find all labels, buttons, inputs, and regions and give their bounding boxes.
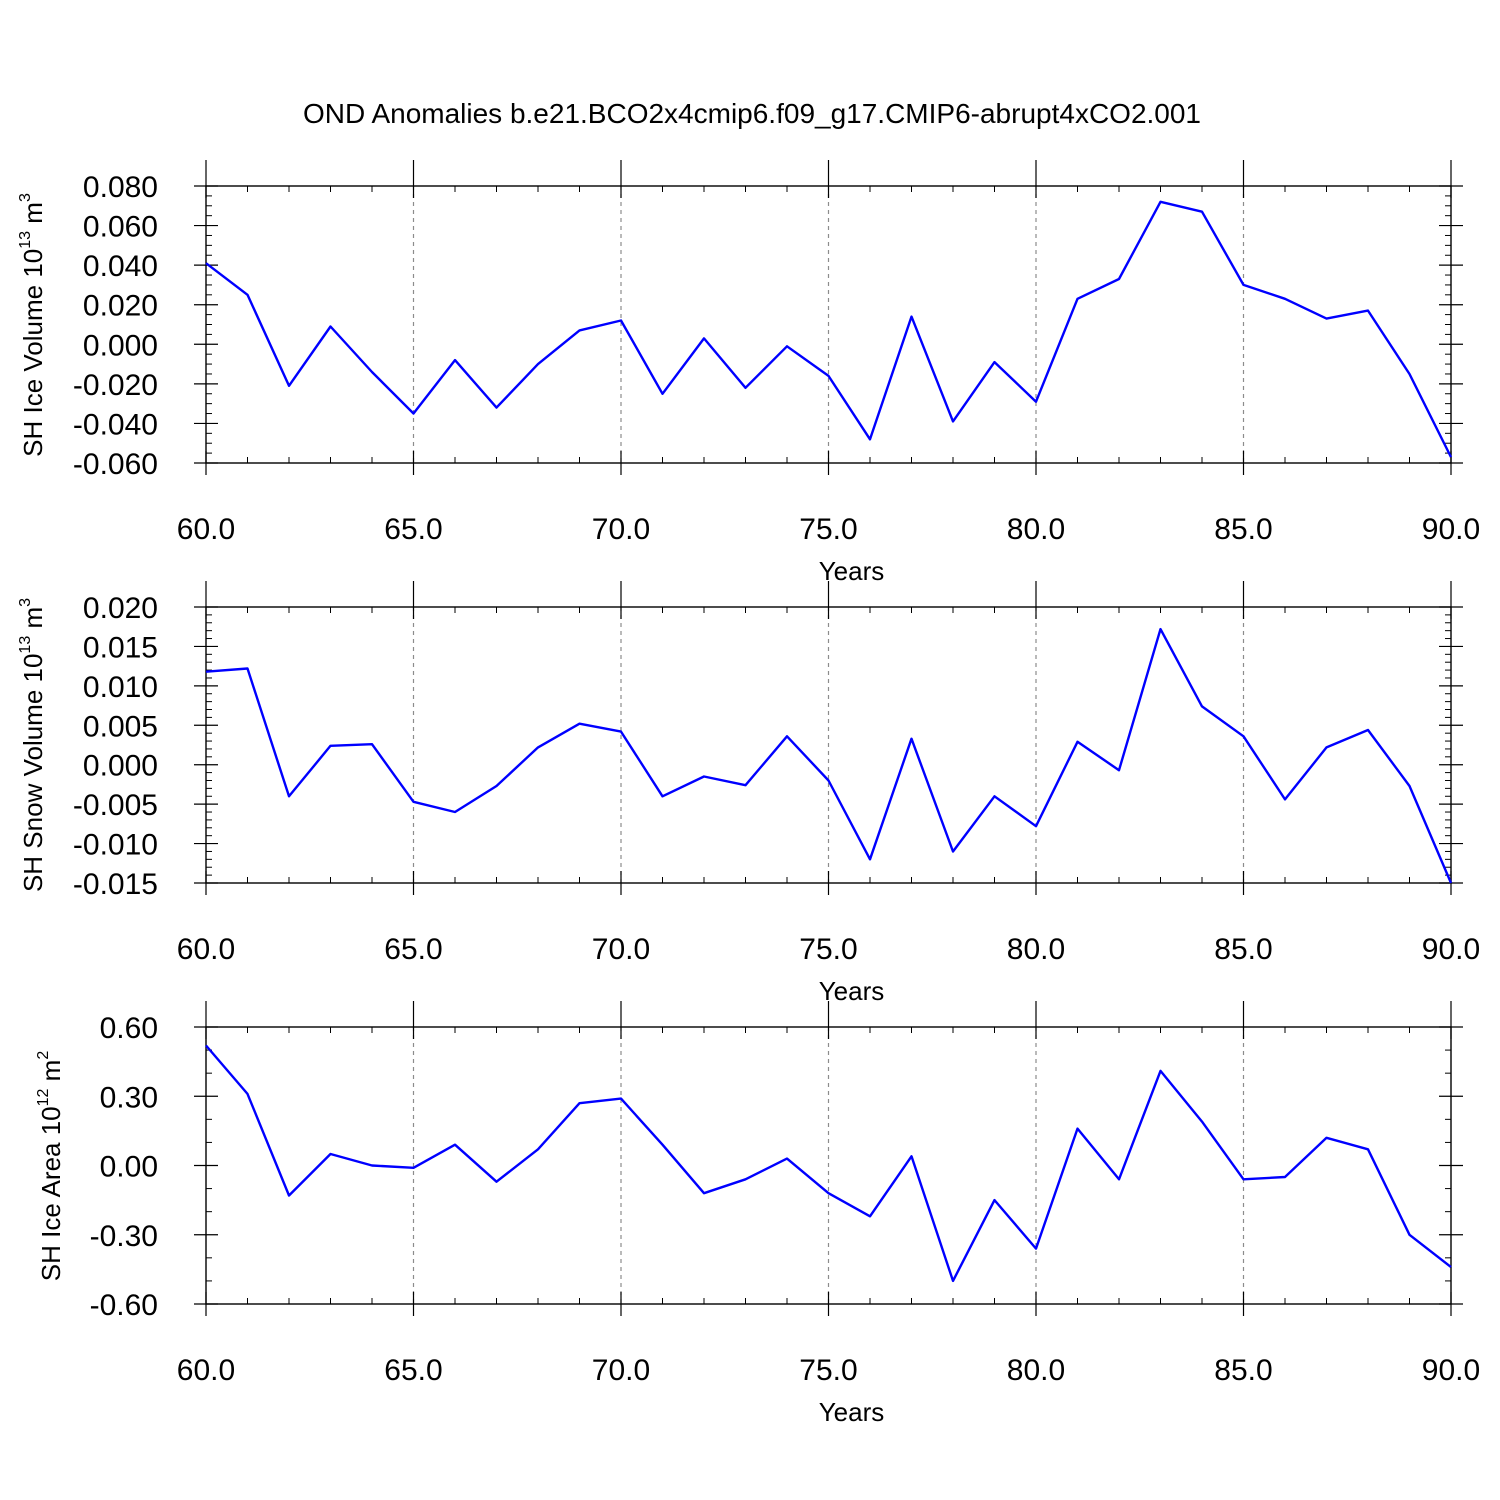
y-tick-label: 0.020: [83, 592, 158, 625]
y-tick-label: -0.015: [73, 868, 158, 901]
x-tick-label: 85.0: [1214, 1354, 1272, 1387]
x-tick-label: 80.0: [1007, 513, 1065, 546]
panels: 60.0 65.0 70.0 75.0 80.0 85.0 90.0 -0.060 -0.040…: [17, 160, 1480, 1427]
plot-frame: [205, 185, 1452, 464]
series-line: [205, 1044, 1452, 1283]
y-tick-label: -0.020: [73, 369, 158, 402]
x-tick-label: 85.0: [1214, 933, 1272, 966]
x-tick-label: 70.0: [592, 933, 650, 966]
y-tick-label: 0.040: [83, 250, 158, 283]
y-tick-label: 0.00: [100, 1151, 158, 1184]
y-tick-label: 0.000: [83, 329, 158, 362]
y-axis-title: SH Snow Volume 1013 m3: [17, 598, 48, 892]
x-tick-label: 80.0: [1007, 1354, 1065, 1387]
x-tick-label: 80.0: [1007, 933, 1065, 966]
y-tick-label: -0.060: [73, 448, 158, 481]
y-axis-title: SH Ice Area 1012 m2: [35, 1051, 66, 1282]
y-tick-label: 0.020: [83, 290, 158, 323]
x-tick-label: 90.0: [1422, 513, 1480, 546]
x-tick-label: 60.0: [177, 1354, 235, 1387]
y-tick-label: 0.010: [83, 671, 158, 704]
panel-3: 60.0 65.0 70.0 75.0 80.0 85.0 90.0 -0.60 -0.30 0.…: [35, 1001, 1480, 1427]
y-tick-label: 0.000: [83, 750, 158, 783]
y-axis-title: SH Ice Volume 1013 m3: [17, 193, 48, 457]
x-tick-label: 75.0: [799, 1354, 857, 1387]
x-tick-label: 60.0: [177, 513, 235, 546]
x-tick-label: 65.0: [384, 933, 442, 966]
x-axis-title: Years: [819, 556, 885, 586]
x-tick-label: 65.0: [384, 1354, 442, 1387]
series-line: [205, 200, 1453, 458]
series-line: [205, 627, 1453, 884]
y-tick-label: -0.005: [73, 789, 158, 822]
panel-1: 60.0 65.0 70.0 75.0 80.0 85.0 90.0 -0.060 -0.040…: [17, 160, 1480, 586]
y-tick-label: -0.30: [90, 1220, 158, 1253]
x-tick-label: 75.0: [799, 933, 857, 966]
x-tick-label: 85.0: [1214, 513, 1272, 546]
y-tick-label: -0.040: [73, 408, 158, 441]
y-tick-label: -0.010: [73, 829, 158, 862]
y-tick-label: 0.060: [83, 211, 158, 244]
plot-frame: [205, 606, 1452, 884]
x-axis-title: Years: [819, 976, 885, 1006]
x-tick-label: 75.0: [799, 513, 857, 546]
x-tick-label: 90.0: [1422, 933, 1480, 966]
x-axis-title: Years: [819, 1397, 885, 1427]
y-tick-label: -0.60: [90, 1289, 158, 1322]
x-tick-label: 65.0: [384, 513, 442, 546]
panel-2: 60.0 65.0 70.0 75.0 80.0 85.0 90.0 -0.015 -0.010…: [17, 581, 1480, 1006]
x-tick-label: 90.0: [1422, 1354, 1480, 1387]
x-tick-label: 60.0: [177, 933, 235, 966]
y-tick-label: 0.080: [83, 171, 158, 204]
y-tick-label: 0.60: [100, 1012, 158, 1045]
x-tick-label: 70.0: [592, 513, 650, 546]
y-tick-label: 0.015: [83, 631, 158, 664]
plot-frame: [205, 1026, 1452, 1305]
figure-title: OND Anomalies b.e21.BCO2x4cmip6.f09_g17.…: [303, 98, 1201, 129]
y-tick-label: 0.005: [83, 710, 158, 743]
x-tick-label: 70.0: [592, 1354, 650, 1387]
y-tick-label: 0.30: [100, 1081, 158, 1114]
